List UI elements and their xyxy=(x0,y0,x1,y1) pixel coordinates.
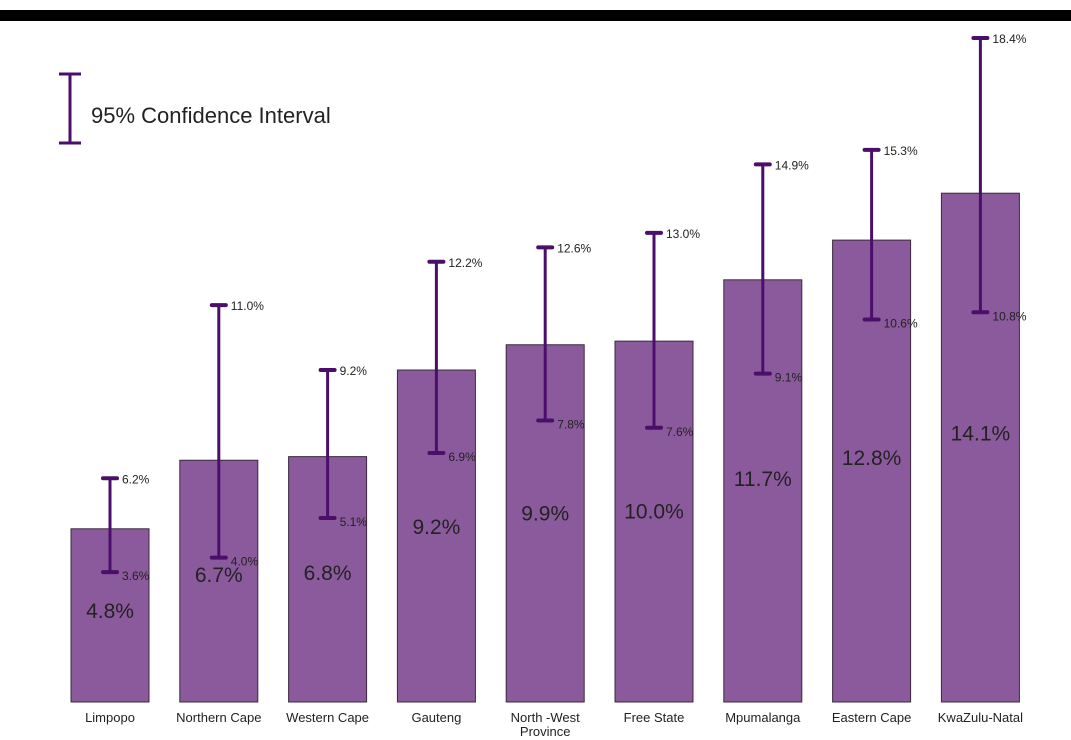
ci-upper-label: 12.6% xyxy=(557,241,591,255)
bar-value-label: 4.8% xyxy=(86,600,134,623)
top-band xyxy=(0,10,1071,21)
ci-upper-label: 18.4% xyxy=(992,32,1026,46)
category-label: Northern Cape xyxy=(176,710,261,725)
category-label: Free State xyxy=(624,710,685,725)
bar-value-label: 10.0% xyxy=(624,501,684,524)
ci-lower-label: 5.1% xyxy=(340,515,368,529)
bar-value-label: 9.2% xyxy=(412,516,460,539)
ci-lower-label: 7.8% xyxy=(557,418,585,432)
bar-value-label: 9.9% xyxy=(521,503,569,526)
category-label: Gauteng xyxy=(411,710,461,725)
ci-upper-label: 14.9% xyxy=(775,158,809,172)
bar-value-label: 6.8% xyxy=(304,562,352,585)
category-label: Limpopo xyxy=(85,710,135,725)
bar xyxy=(614,340,694,703)
ci-upper-label: 13.0% xyxy=(666,227,700,241)
ci-lower-label: 6.9% xyxy=(448,450,476,464)
ci-upper-label: 6.2% xyxy=(122,472,150,486)
legend-label: 95% Confidence Interval xyxy=(91,103,331,128)
error-bars xyxy=(101,36,990,575)
ci-lower-label: 3.6% xyxy=(122,569,150,583)
category-label: Western Cape xyxy=(286,710,369,725)
ci-lower-label: 4.0% xyxy=(231,555,259,569)
labels: 4.8% 6.2% 3.6% Limpopo 6.7% 11.0% 4.0% Northern… xyxy=(85,32,1027,739)
ci-upper-label: 15.3% xyxy=(884,144,918,158)
bar-value-label: 11.7% xyxy=(734,468,792,491)
ci-lower-label: 10.6% xyxy=(884,316,918,330)
category-label: Eastern Cape xyxy=(832,710,912,725)
ci-lower-label: 9.1% xyxy=(775,371,803,385)
legend: 95% Confidence Interval xyxy=(59,72,331,145)
ci-upper-label: 9.2% xyxy=(340,364,368,378)
bar-value-label: 14.1% xyxy=(951,422,1011,445)
category-label: North -West Province xyxy=(511,710,580,739)
bar-value-label: 6.7% xyxy=(195,564,243,587)
ci-lower-label: 7.6% xyxy=(666,425,694,439)
ci-upper-label: 12.2% xyxy=(448,256,482,270)
category-label: KwaZulu-Natal xyxy=(938,710,1023,725)
ci-upper-label: 11.0% xyxy=(231,299,264,313)
category-label: Mpumalanga xyxy=(725,710,801,725)
ci-lower-label: 10.8% xyxy=(992,309,1026,323)
bar-value-label: 12.8% xyxy=(842,447,902,470)
